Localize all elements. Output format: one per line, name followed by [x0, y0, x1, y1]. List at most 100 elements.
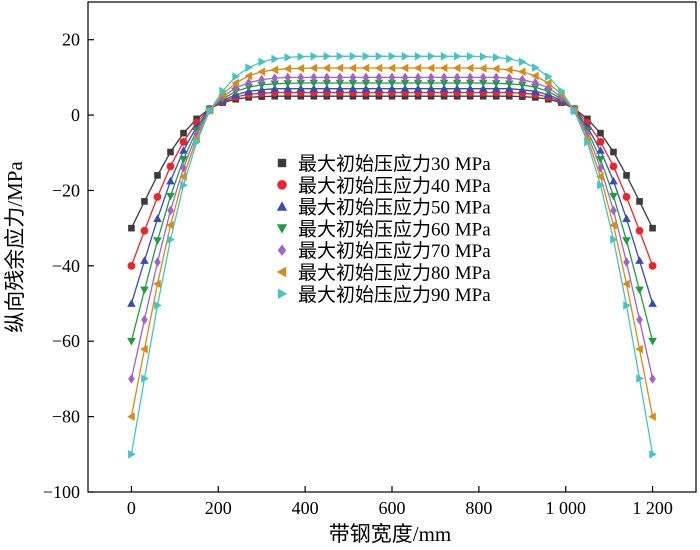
data-point — [479, 52, 488, 61]
data-point — [478, 64, 487, 73]
data-point — [400, 84, 410, 92]
data-point — [361, 84, 371, 92]
data-point — [596, 155, 605, 164]
data-point — [258, 74, 266, 85]
data-point — [478, 84, 488, 92]
legend-label: 最大初始压应力40 MPa — [298, 175, 491, 197]
data-point — [505, 73, 513, 83]
data-point — [649, 374, 656, 384]
data-point — [465, 63, 474, 73]
data-point — [387, 84, 397, 92]
data-point — [648, 337, 657, 346]
y-tick-label: −60 — [52, 331, 80, 351]
data-point — [140, 286, 149, 295]
data-point — [387, 63, 396, 73]
data-point — [584, 129, 591, 140]
data-point — [348, 79, 358, 88]
series-layer — [127, 51, 657, 459]
data-point — [167, 235, 175, 244]
data-point — [597, 163, 604, 173]
legend-item: 最大初始压应力40 MPa — [277, 175, 491, 197]
data-point — [439, 63, 448, 73]
data-point — [504, 65, 513, 75]
data-point — [349, 72, 357, 83]
data-point — [375, 51, 384, 61]
data-point — [140, 256, 149, 264]
data-point — [426, 84, 436, 92]
data-point — [127, 337, 136, 346]
legend-marker — [276, 266, 287, 278]
data-point — [649, 450, 657, 459]
data-point — [179, 155, 188, 164]
data-point — [388, 72, 396, 83]
data-point — [544, 78, 552, 88]
data-point — [610, 148, 617, 156]
data-point — [140, 344, 148, 354]
data-point — [466, 51, 475, 61]
data-point — [375, 72, 383, 83]
data-point — [596, 137, 605, 146]
data-point — [584, 137, 592, 147]
data-point — [361, 63, 370, 73]
axes-layer: 0 200 400 600 800 1 000 1 200200−20−40−60−80−1… — [43, 30, 673, 518]
data-point — [517, 67, 526, 77]
data-point — [231, 78, 239, 88]
legend-label: 最大初始压应力30 MPa — [298, 153, 491, 175]
x-tick-label: 800 — [465, 498, 492, 518]
data-point — [322, 79, 332, 88]
legend-item: 最大初始压应力60 MPa — [276, 218, 491, 240]
data-point — [453, 72, 461, 83]
data-point — [635, 344, 643, 354]
data-point — [635, 286, 644, 295]
data-point — [413, 63, 422, 73]
x-tick-label: 400 — [292, 498, 319, 518]
data-point — [154, 172, 161, 179]
data-point — [610, 205, 617, 216]
data-point — [219, 86, 227, 96]
data-point — [166, 162, 175, 171]
x-tick-label: 600 — [379, 498, 406, 518]
legend-marker — [277, 244, 287, 256]
legend-marker — [277, 158, 287, 168]
data-point — [648, 412, 656, 421]
data-point — [388, 51, 397, 61]
data-point — [309, 79, 319, 88]
data-point — [492, 72, 500, 83]
data-point — [636, 374, 644, 383]
data-point — [623, 172, 630, 179]
data-point — [362, 51, 371, 61]
y-tick-label: −80 — [52, 407, 80, 427]
legend-label: 最大初始压应力80 MPa — [298, 262, 491, 284]
data-point — [636, 198, 643, 205]
data-point — [349, 51, 358, 61]
legend-item: 最大初始压应力70 MPa — [277, 240, 491, 262]
data-point — [427, 51, 436, 61]
data-point — [348, 84, 358, 92]
data-point — [491, 84, 501, 92]
data-point — [141, 198, 148, 205]
data-point — [323, 72, 331, 83]
data-point — [596, 146, 605, 154]
data-point — [153, 192, 162, 201]
data-point — [283, 64, 292, 74]
data-point — [648, 261, 657, 270]
legend-item: 最大初始压应力80 MPa — [276, 262, 491, 284]
data-point — [244, 71, 252, 81]
data-point — [296, 64, 305, 73]
data-point — [374, 79, 384, 88]
data-point — [597, 129, 604, 137]
x-axis-label: 带钢宽度/mm — [329, 522, 452, 546]
legend-marker — [276, 201, 288, 211]
data-point — [271, 54, 280, 64]
data-point — [284, 72, 292, 83]
data-point — [492, 53, 501, 62]
data-point — [387, 79, 397, 88]
data-point — [439, 79, 449, 88]
data-point — [465, 79, 475, 88]
data-point — [180, 180, 188, 190]
data-point — [517, 85, 527, 94]
data-point — [439, 84, 449, 92]
data-point — [322, 63, 331, 73]
data-point — [635, 256, 644, 264]
data-point — [414, 51, 423, 61]
